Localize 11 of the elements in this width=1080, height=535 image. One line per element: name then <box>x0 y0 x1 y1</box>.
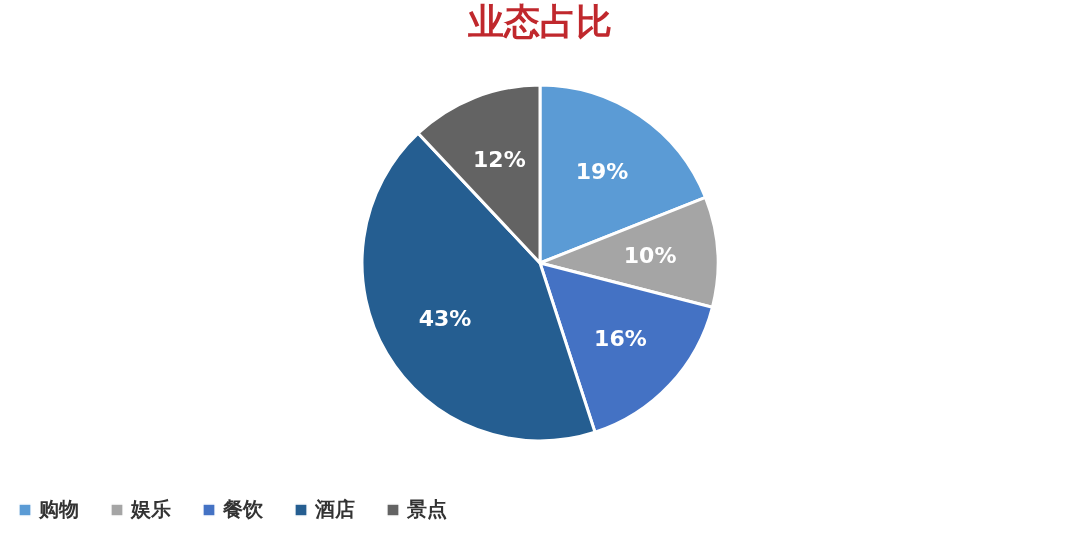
legend-label: 酒店 <box>314 497 355 521</box>
data-label: 10% <box>623 243 677 269</box>
legend-label: 餐饮 <box>222 497 264 521</box>
data-label: 12% <box>473 147 526 173</box>
legend-label: 购物 <box>38 497 79 521</box>
data-label: 19% <box>575 158 629 184</box>
data-label: 43% <box>418 306 472 332</box>
chart-title: 业态占比 <box>468 1 612 42</box>
data-label: 16% <box>594 325 647 351</box>
legend-label: 娱乐 <box>130 497 171 521</box>
legend-label: 景点 <box>406 497 447 521</box>
